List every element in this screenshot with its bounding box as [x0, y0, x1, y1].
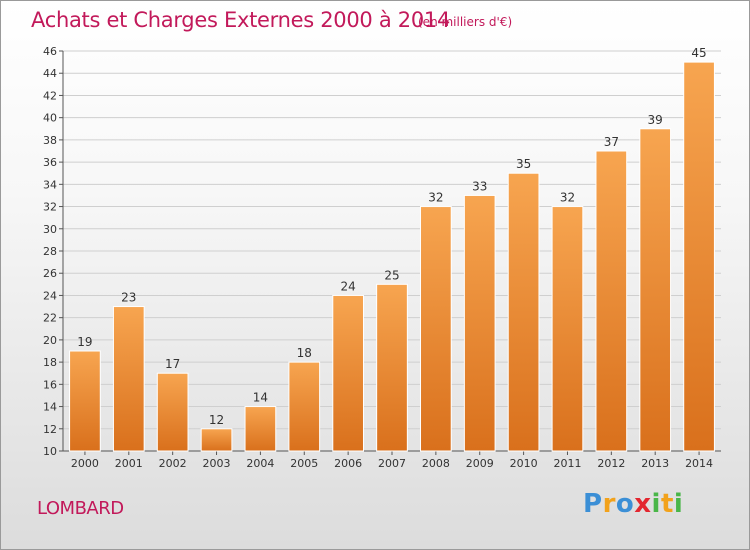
bar-2010 [507, 172, 540, 452]
x-tick-label: 2006 [334, 457, 362, 470]
chart-title: Achats et Charges Externes 2000 à 2014 [31, 8, 451, 32]
bar-2003 [200, 428, 233, 452]
x-tick-label: 2008 [422, 457, 450, 470]
y-tick-label: 30 [43, 223, 57, 236]
brand-letter: o [615, 489, 635, 519]
bar-2001 [112, 306, 145, 452]
bar-value-label: 12 [209, 413, 224, 427]
x-tick-label: 2007 [378, 457, 406, 470]
bar-value-label: 32 [428, 191, 443, 205]
y-tick-label: 16 [43, 378, 57, 391]
x-tick-label: 2005 [290, 457, 318, 470]
y-tick-label: 22 [43, 312, 57, 325]
bar-2008 [420, 206, 452, 452]
brand-letter: i [673, 489, 684, 519]
x-tick-label: 2011 [553, 457, 581, 470]
bar-value-label: 19 [77, 335, 92, 349]
y-tick-label: 28 [43, 245, 57, 258]
y-tick-label: 42 [43, 89, 57, 102]
bar-2005 [288, 361, 321, 452]
x-tick-label: 2014 [685, 457, 713, 470]
bar-value-label: 32 [560, 191, 575, 205]
y-tick-label: 36 [43, 156, 57, 169]
x-tick-label: 2000 [71, 457, 99, 470]
y-tick-label: 20 [43, 334, 57, 347]
bar-2004 [244, 406, 277, 452]
x-tick-label: 2013 [641, 457, 669, 470]
y-tick-label: 10 [43, 445, 57, 458]
bars [69, 61, 715, 452]
y-tick-label: 14 [43, 401, 57, 414]
bar-value-label: 37 [604, 135, 619, 149]
bar-value-label: 35 [516, 157, 531, 171]
brand-letter: i [651, 489, 661, 519]
bar-2007 [376, 283, 408, 452]
brand-letter: t [660, 489, 674, 519]
bar-2011 [551, 206, 584, 452]
x-tick-label: 2010 [510, 457, 538, 470]
bar-value-label: 17 [165, 357, 180, 371]
bar-value-label: 45 [691, 46, 706, 60]
labels: 10 12 14 16 18 20 22 24 26 28 30 32 34 36 38 40 42 44 46 19… [43, 45, 713, 470]
y-tick-label: 24 [43, 289, 57, 302]
bar-value-label: 25 [384, 268, 399, 282]
bar-value-label: 33 [472, 179, 487, 193]
y-tick-label: 32 [43, 201, 57, 214]
bar-2014 [683, 61, 715, 452]
y-tick-label: 34 [43, 178, 57, 191]
bar-2002 [156, 372, 189, 452]
y-tick-label: 44 [43, 67, 57, 80]
commune-name: LOMBARD [37, 498, 124, 519]
bar-value-label: 14 [253, 391, 268, 405]
brand-letter: P [583, 489, 603, 519]
bar-2000 [69, 350, 101, 452]
brand-letter: x [634, 489, 652, 519]
bar-value-label: 18 [297, 346, 312, 360]
chart-subtitle: (en milliers d'€) [418, 15, 513, 29]
x-tick-label: 2012 [597, 457, 625, 470]
x-tick-label: 2002 [159, 457, 187, 470]
y-tick-label: 18 [43, 356, 57, 369]
x-tick-label: 2003 [203, 457, 231, 470]
bar-2009 [463, 194, 496, 452]
y-tick-label: 46 [43, 45, 57, 58]
y-tick-label: 12 [43, 423, 57, 436]
bar-2013 [639, 128, 672, 452]
x-tick-label: 2009 [466, 457, 494, 470]
bar-2006 [332, 294, 364, 452]
brand-letter: r [602, 489, 616, 519]
y-tick-label: 40 [43, 112, 57, 125]
bar-value-label: 39 [648, 113, 663, 127]
bar-value-label: 23 [121, 291, 136, 305]
y-tick-label: 38 [43, 134, 57, 147]
y-tick-label: 26 [43, 267, 57, 280]
x-tick-label: 2001 [115, 457, 143, 470]
x-tick-label: 2004 [246, 457, 274, 470]
bar-2012 [595, 150, 628, 452]
bar-value-label: 24 [340, 279, 355, 293]
proxiti-logo[interactable]: Proxiti [583, 489, 683, 519]
